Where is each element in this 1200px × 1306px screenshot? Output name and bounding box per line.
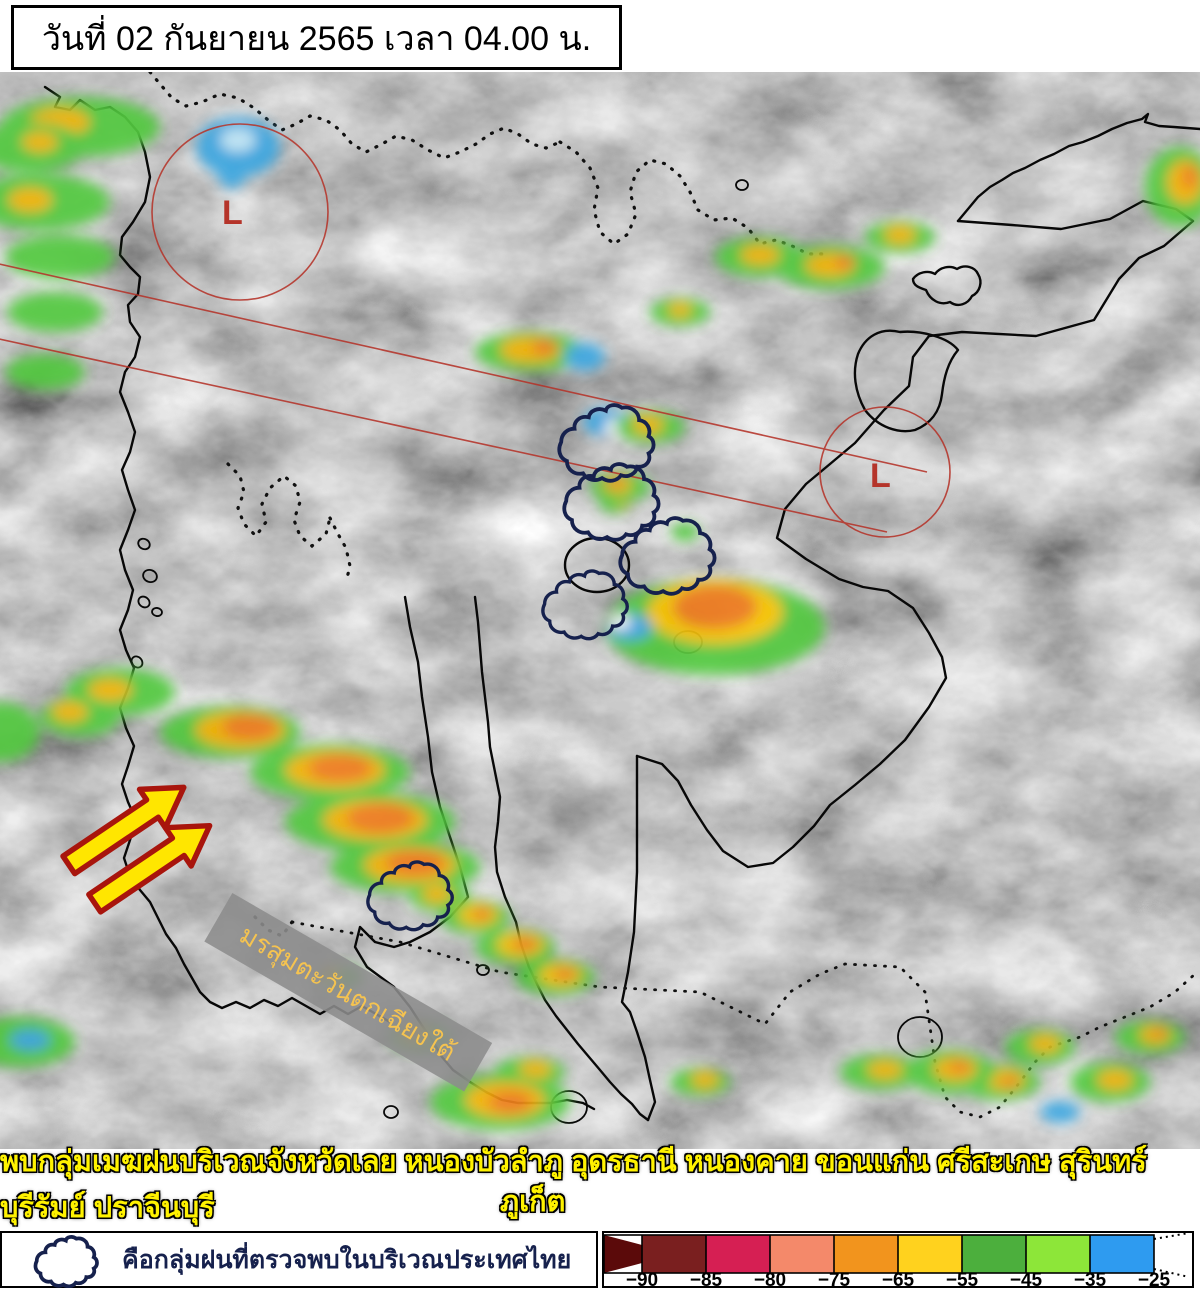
svg-text:−80: −80 — [754, 1270, 786, 1290]
svg-text:−75: −75 — [818, 1270, 851, 1290]
svg-text:−85: −85 — [690, 1270, 723, 1290]
svg-text:−45: −45 — [1010, 1270, 1043, 1290]
svg-text:−65: −65 — [882, 1270, 915, 1290]
svg-text:−25: −25 — [1138, 1270, 1171, 1290]
svg-text:มรสุมตะวันตกเฉียงใต้: มรสุมตะวันตกเฉียงใต้ — [234, 919, 461, 1068]
svg-text:−90: −90 — [626, 1270, 658, 1290]
svg-text:−35: −35 — [1074, 1270, 1107, 1290]
svg-text:−55: −55 — [946, 1270, 979, 1290]
